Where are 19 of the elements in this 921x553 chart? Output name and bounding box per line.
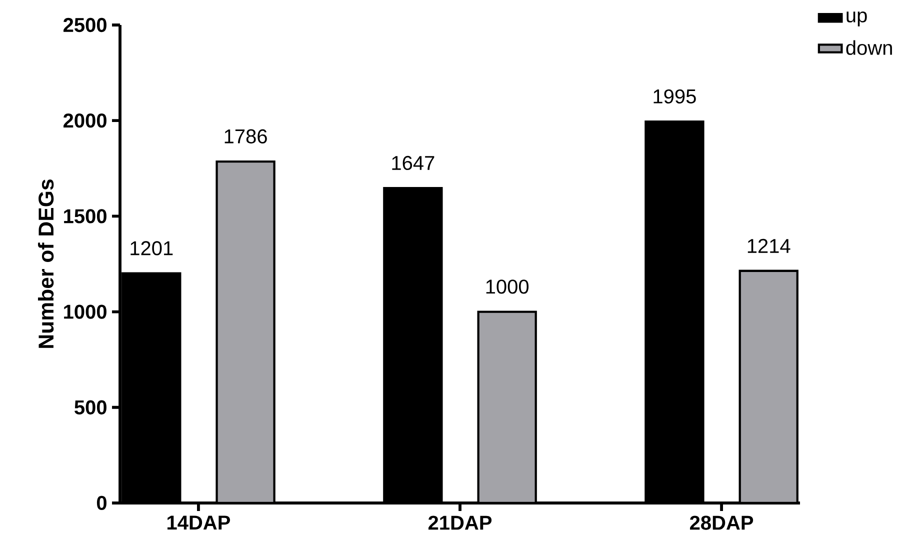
- y-tick-label: 1500: [64, 209, 106, 224]
- y-tick-label: 1000: [64, 304, 106, 319]
- y-tick-label: 2000: [63, 114, 106, 128]
- data-label: 1647: [392, 156, 434, 170]
- x-tick-label: 28DAP: [690, 516, 754, 530]
- data-label: 1201: [130, 241, 173, 256]
- y-tick-label: 2500: [63, 18, 106, 32]
- legend-label: up: [846, 11, 867, 26]
- y-tick-label: 500: [74, 400, 106, 414]
- data-label: 1214: [748, 238, 790, 253]
- y-axis-title: Number of DEGs: [38, 180, 54, 348]
- data-label: 1995: [654, 89, 696, 104]
- y-tick-label: 0: [96, 496, 106, 510]
- data-label: 1786: [224, 129, 267, 144]
- bar: [477, 310, 537, 503]
- legend-label: down: [846, 40, 892, 55]
- x-tick-label: 14DAP: [167, 516, 230, 530]
- data-label: 1000: [486, 280, 529, 294]
- x-tick-label: 21DAP: [428, 516, 492, 530]
